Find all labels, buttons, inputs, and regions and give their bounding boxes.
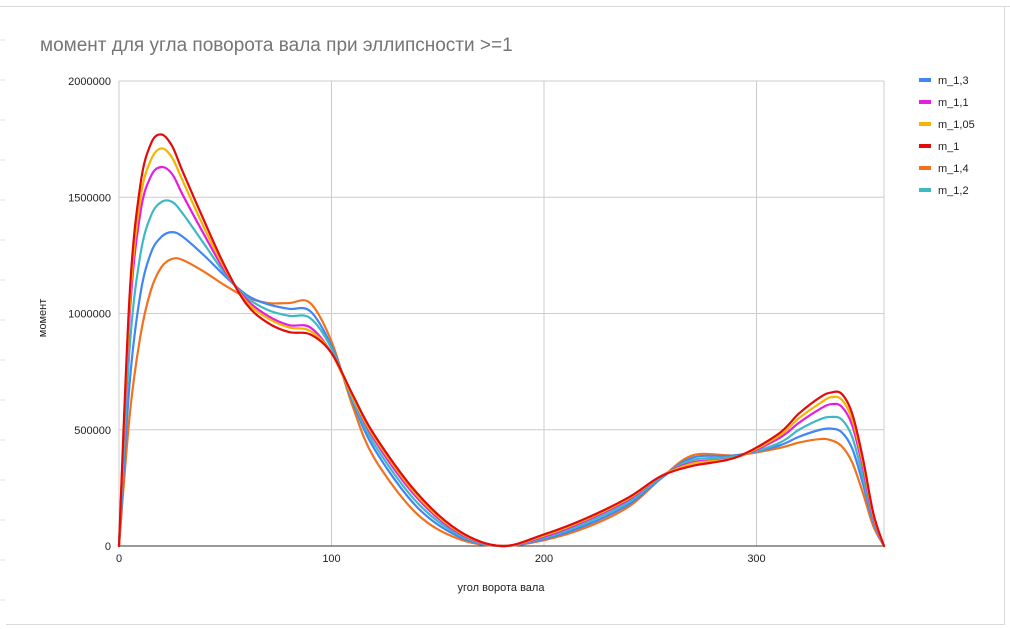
legend-swatch bbox=[919, 144, 931, 148]
x-tick-label: 300 bbox=[747, 553, 765, 565]
series-line-m-1-1 bbox=[117, 165, 886, 548]
legend-swatch bbox=[919, 188, 931, 192]
series-line-m-1 bbox=[117, 133, 886, 548]
line-chart: момент для угла поворота вала при эллипс… bbox=[37, 35, 975, 594]
y-tick-label: 1500000 bbox=[68, 192, 111, 204]
series-line-m-1-4 bbox=[117, 257, 886, 548]
series-line-m-1-05 bbox=[117, 147, 886, 548]
chart-gridlines bbox=[118, 80, 885, 547]
legend-label: m_1,3 bbox=[938, 75, 969, 87]
legend-swatch bbox=[919, 166, 931, 170]
y-tick-label: 0 bbox=[105, 541, 111, 553]
x-axis-label: угол ворота вала bbox=[458, 582, 546, 594]
legend-item[interactable]: m_1,1 bbox=[919, 97, 969, 109]
y-axis-ticks: 0 500000 1000000 1500000 2000000 bbox=[68, 76, 111, 553]
legend-swatch bbox=[919, 78, 931, 82]
series-line-m-1-2 bbox=[117, 199, 886, 548]
x-axis-ticks: 0 100 200 300 bbox=[116, 553, 766, 565]
legend-item[interactable]: m_1 bbox=[919, 141, 959, 153]
legend-label: m_1 bbox=[938, 141, 959, 153]
chart-title: момент для угла поворота вала при эллипс… bbox=[40, 35, 513, 56]
legend-swatch bbox=[919, 100, 931, 104]
legend-label: m_1,05 bbox=[938, 119, 975, 131]
legend-item[interactable]: m_1,2 bbox=[919, 185, 969, 197]
legend-label: m_1,4 bbox=[938, 163, 969, 175]
chart-container[interactable]: момент для угла поворота вала при эллипс… bbox=[6, 6, 1005, 625]
legend-item[interactable]: m_1,4 bbox=[919, 163, 969, 175]
legend-label: m_1,2 bbox=[938, 185, 969, 197]
legend-item[interactable]: m_1,3 bbox=[919, 75, 969, 87]
legend-item[interactable]: m_1,05 bbox=[919, 119, 975, 131]
y-axis-label: момент bbox=[37, 299, 49, 337]
x-tick-label: 100 bbox=[322, 553, 340, 565]
legend-swatch bbox=[919, 122, 931, 126]
y-tick-label: 2000000 bbox=[68, 76, 111, 88]
legend-label: m_1,1 bbox=[938, 97, 969, 109]
y-tick-label: 1000000 bbox=[68, 309, 111, 321]
chart-series bbox=[117, 133, 886, 548]
series-line-m-1-3 bbox=[117, 231, 886, 548]
x-tick-label: 200 bbox=[535, 553, 553, 565]
spreadsheet-row-strip bbox=[0, 0, 1010, 7]
x-tick-label: 0 bbox=[116, 553, 122, 565]
y-tick-label: 500000 bbox=[74, 425, 111, 437]
spreadsheet-left-gridlines bbox=[0, 39, 6, 601]
chart-legend[interactable]: m_1,3 m_1,1 m_1,05 m_1 m_1,4 m_1,2 bbox=[919, 75, 975, 197]
